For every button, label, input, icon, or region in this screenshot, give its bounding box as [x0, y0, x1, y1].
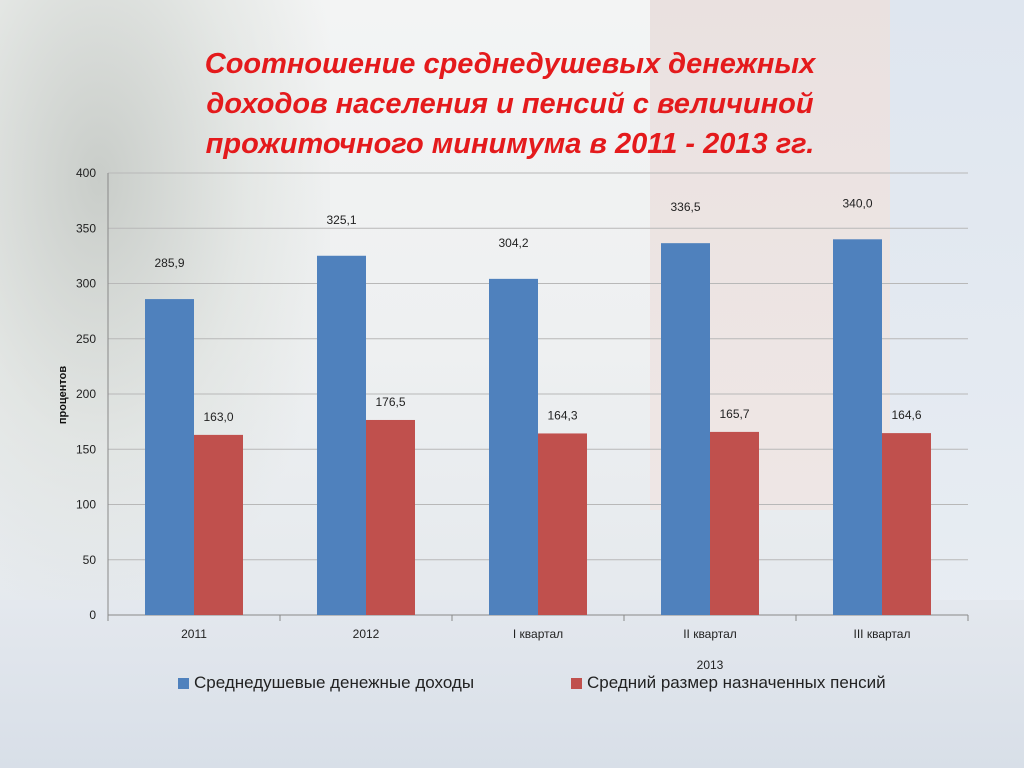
data-label: 176,5: [375, 395, 405, 409]
bar-income: [489, 278, 538, 615]
bar-pension: [710, 431, 759, 615]
bar-pension: [366, 419, 415, 615]
bar-pension: [882, 433, 931, 615]
chart-title: Соотношение среднедушевых денежных доход…: [204, 48, 816, 160]
data-label: 340,0: [842, 196, 872, 210]
x-tick-label: 2011: [181, 627, 207, 641]
data-label: 325,1: [326, 213, 356, 227]
y-tick-label: 50: [83, 553, 97, 567]
x-tick-label: III квартал: [854, 627, 911, 641]
data-label: 164,6: [891, 408, 921, 422]
bar-income: [317, 255, 366, 615]
x-tick-label: I квартал: [513, 627, 563, 641]
y-axis-label: процентов: [57, 366, 69, 425]
data-label: 336,5: [670, 200, 700, 214]
legend-swatch-red: [571, 677, 582, 689]
legend-item-pension: Средний размер назначенных пенсий: [571, 673, 886, 693]
data-label: 304,2: [498, 236, 528, 250]
y-tick-label: 200: [76, 387, 96, 401]
bar-income: [833, 239, 882, 616]
bar-pension: [194, 434, 243, 615]
y-tick-label: 250: [76, 332, 96, 346]
data-label: 165,7: [719, 407, 749, 421]
bar-pension: [538, 433, 587, 615]
y-tick-label: 100: [76, 498, 96, 512]
data-label: 164,3: [547, 408, 577, 422]
data-label: 285,9: [154, 256, 184, 270]
legend-label: Средний размер назначенных пенсий: [587, 673, 886, 692]
y-tick-label: 150: [76, 442, 96, 456]
x-tick-label: 2012: [353, 627, 380, 641]
x-tick-label: II квартал: [683, 627, 737, 641]
bar-income: [661, 243, 710, 616]
legend-item-income: Среднедушевые денежные доходы: [178, 673, 474, 693]
y-tick-label: 400: [76, 166, 96, 180]
background-road: [0, 600, 1024, 768]
y-tick-label: 0: [89, 608, 96, 622]
legend-label: Среднедушевые денежные доходы: [194, 673, 475, 692]
y-tick-label: 350: [76, 221, 96, 235]
data-label: 163,0: [203, 410, 233, 424]
x-group-label: 2013: [697, 658, 724, 672]
y-tick-label: 300: [76, 277, 96, 291]
bar-income: [145, 299, 194, 615]
legend-swatch-blue: [178, 677, 189, 689]
